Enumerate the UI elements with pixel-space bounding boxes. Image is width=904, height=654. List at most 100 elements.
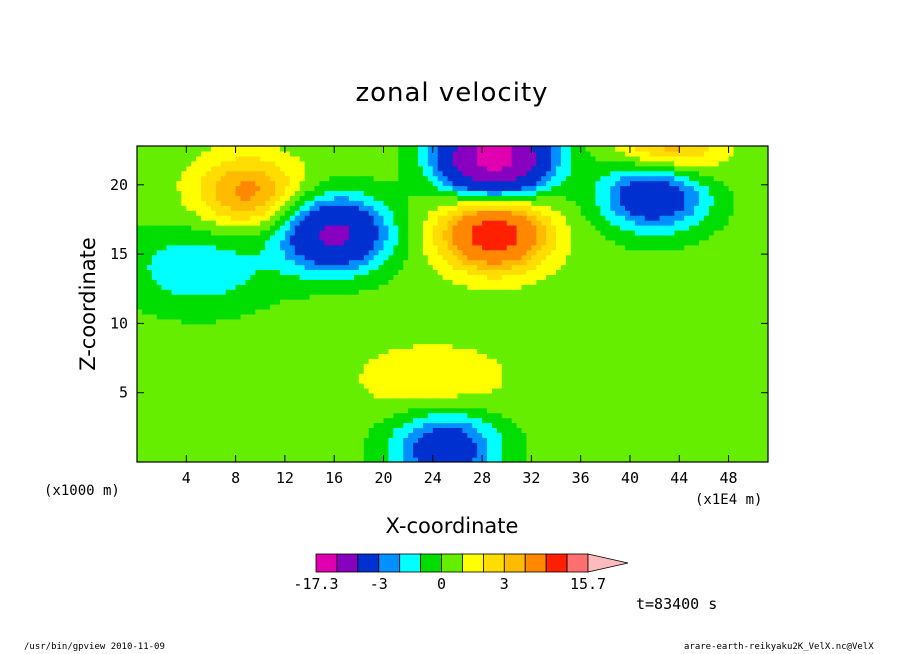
field-cell — [531, 412, 537, 419]
field-cell — [176, 363, 182, 369]
field-cell — [674, 284, 680, 290]
field-cell — [457, 343, 463, 350]
field-cell — [156, 333, 163, 340]
field-cell — [275, 308, 281, 315]
field-cell — [758, 373, 764, 379]
field-cell — [191, 397, 197, 404]
field-cell — [615, 387, 621, 394]
field-cell — [541, 417, 547, 424]
field-cell — [733, 343, 740, 350]
field-cell — [629, 387, 636, 394]
field-cell — [210, 343, 217, 350]
field-cell — [551, 452, 557, 458]
field-cell — [694, 313, 700, 320]
field-cell — [250, 294, 256, 300]
field-cell — [235, 343, 242, 350]
field-cell — [452, 452, 459, 458]
field-cell — [511, 417, 518, 424]
field-cell — [240, 348, 247, 354]
field-cell — [565, 269, 572, 275]
field-cell — [339, 437, 345, 443]
field-cell — [457, 437, 463, 443]
field-cell — [713, 274, 720, 280]
field-cell — [289, 402, 296, 409]
field-cell — [462, 447, 468, 453]
field-cell — [610, 447, 616, 453]
field-cell — [413, 343, 419, 350]
field-cell — [339, 308, 345, 315]
field-cell — [748, 284, 754, 290]
field-cell — [235, 333, 242, 340]
field-cell — [526, 452, 532, 458]
field-cell — [363, 358, 370, 364]
field-cell — [220, 363, 227, 369]
field-cell — [432, 437, 439, 443]
field-cell — [462, 353, 468, 359]
field-cell — [309, 338, 316, 345]
field-cell — [156, 264, 163, 271]
field-cell — [373, 412, 380, 419]
field-cell — [191, 437, 197, 443]
field-cell — [146, 269, 153, 275]
field-cell — [289, 407, 296, 414]
field-cell — [556, 457, 562, 462]
field-cell — [373, 402, 380, 409]
field-cell — [649, 392, 656, 399]
field-cell — [378, 457, 385, 462]
field-cell — [674, 338, 680, 345]
field-cell — [570, 333, 577, 340]
field-cell — [531, 323, 537, 330]
field-cell — [758, 422, 764, 429]
field-cell — [265, 269, 271, 275]
field-cell — [176, 323, 182, 330]
field-cell — [432, 378, 439, 384]
field-cell — [432, 412, 439, 419]
field-cell — [585, 417, 592, 424]
field-cell — [279, 432, 286, 438]
field-cell — [334, 294, 340, 300]
field-cell — [324, 373, 330, 379]
field-cell — [713, 383, 720, 389]
field-cell — [689, 452, 695, 458]
field-cell — [733, 308, 740, 315]
field-cell — [703, 338, 710, 345]
field-cell — [452, 402, 459, 409]
field-cell — [496, 304, 503, 310]
field-cell — [560, 447, 567, 453]
field-cell — [408, 304, 414, 310]
field-cell — [151, 338, 158, 345]
field-cell — [689, 442, 695, 448]
field-cell — [753, 358, 759, 364]
field-cell — [526, 422, 532, 429]
field-cell — [457, 323, 463, 330]
field-cell — [427, 328, 434, 335]
field-cell — [171, 279, 178, 285]
field-cell — [240, 427, 247, 433]
field-cell — [373, 348, 380, 354]
field-cell — [698, 387, 705, 394]
field-cell — [753, 318, 759, 325]
field-cell — [629, 447, 636, 453]
field-cell — [615, 274, 621, 280]
field-cell — [304, 343, 311, 350]
field-cell — [161, 313, 168, 320]
field-cell — [600, 368, 606, 374]
field-cell — [250, 442, 256, 448]
field-cell — [482, 358, 488, 364]
field-cell — [620, 378, 626, 384]
field-cell — [684, 407, 690, 414]
field-cell — [733, 432, 740, 438]
field-cell — [171, 387, 178, 394]
field-cell — [201, 274, 207, 280]
field-cell — [378, 432, 385, 438]
field-cell — [368, 417, 375, 424]
field-cell — [422, 318, 429, 325]
field-cell — [334, 308, 340, 315]
field-cell — [432, 308, 439, 315]
field-cell — [541, 353, 547, 359]
field-cell — [580, 407, 587, 414]
field-cell — [339, 412, 345, 419]
field-cell — [516, 392, 523, 399]
field-cell — [344, 274, 350, 280]
field-cell — [758, 378, 764, 384]
